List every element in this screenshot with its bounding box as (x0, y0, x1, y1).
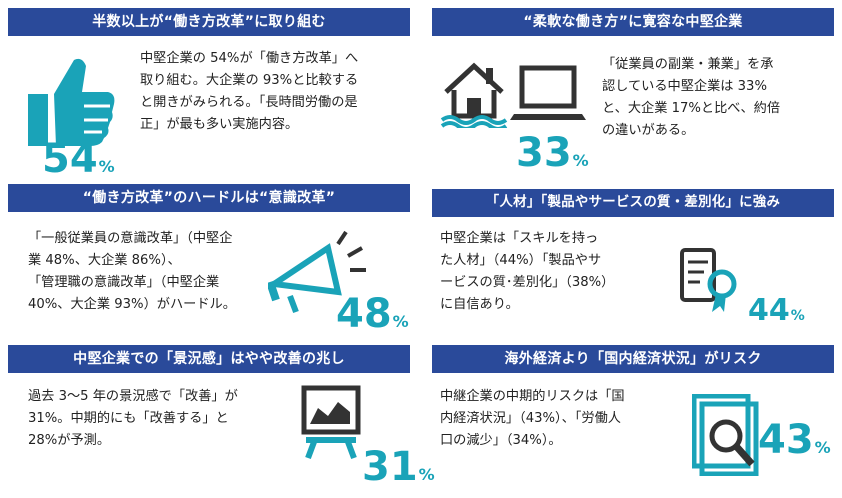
stat-percentage: 44% (748, 293, 805, 328)
panel-title: 海外経済より「国内経済状況」がリスク (432, 345, 834, 373)
panel-body: 中継企業の中期的リスクは「国 内経済状況」（43%）、「労働人 口の減少」（34… (440, 389, 625, 448)
stat-percentage: 43% (758, 417, 831, 463)
presentation-chart-icon (300, 384, 362, 460)
stat-percentage: 48% (336, 291, 409, 337)
certificate-icon (676, 246, 746, 314)
stat-percentage: 33% (516, 130, 589, 176)
thumbs-up-icon (26, 54, 116, 149)
panel-body: 過去 3～5 年の景況感で「改善」が 31%。中期的にも「改善する」と 28%が… (28, 389, 238, 448)
panel-body: 中堅企業の 54%が「働き方改革」へ 取り組む。大企業の 93%と比較する と開… (140, 51, 359, 132)
panel-title: “働き方改革”のハードルは“意識改革” (8, 184, 410, 212)
stat-percentage: 31% (362, 444, 435, 490)
panel-title: 半数以上が“働き方改革”に取り組む (8, 8, 410, 36)
megaphone-icon (268, 226, 368, 316)
stat-percentage: 54% (42, 136, 115, 182)
panel-title: 中堅企業での「景況感」はやや改善の兆し (8, 345, 410, 373)
panel-title: 「人材」「製品やサービスの質・差別化」に強み (432, 189, 834, 217)
house-laptop-icon (440, 58, 590, 128)
panel-body: 中堅企業は「スキルを持っ た人材」（44%）「製品やサ ービスの質･差別化」（3… (440, 231, 615, 312)
panel-body: 「従業員の副業・兼業」を承 認している中堅企業は 33% と、大企業 17%と比… (602, 57, 781, 138)
search-document-icon (692, 394, 764, 476)
panel-body: 「一般従業員の意識改革」（中堅企 業 48%、大企業 86%）、 「管理職の意識… (28, 231, 236, 312)
panel-title: “柔軟な働き方”に寛容な中堅企業 (432, 8, 834, 36)
